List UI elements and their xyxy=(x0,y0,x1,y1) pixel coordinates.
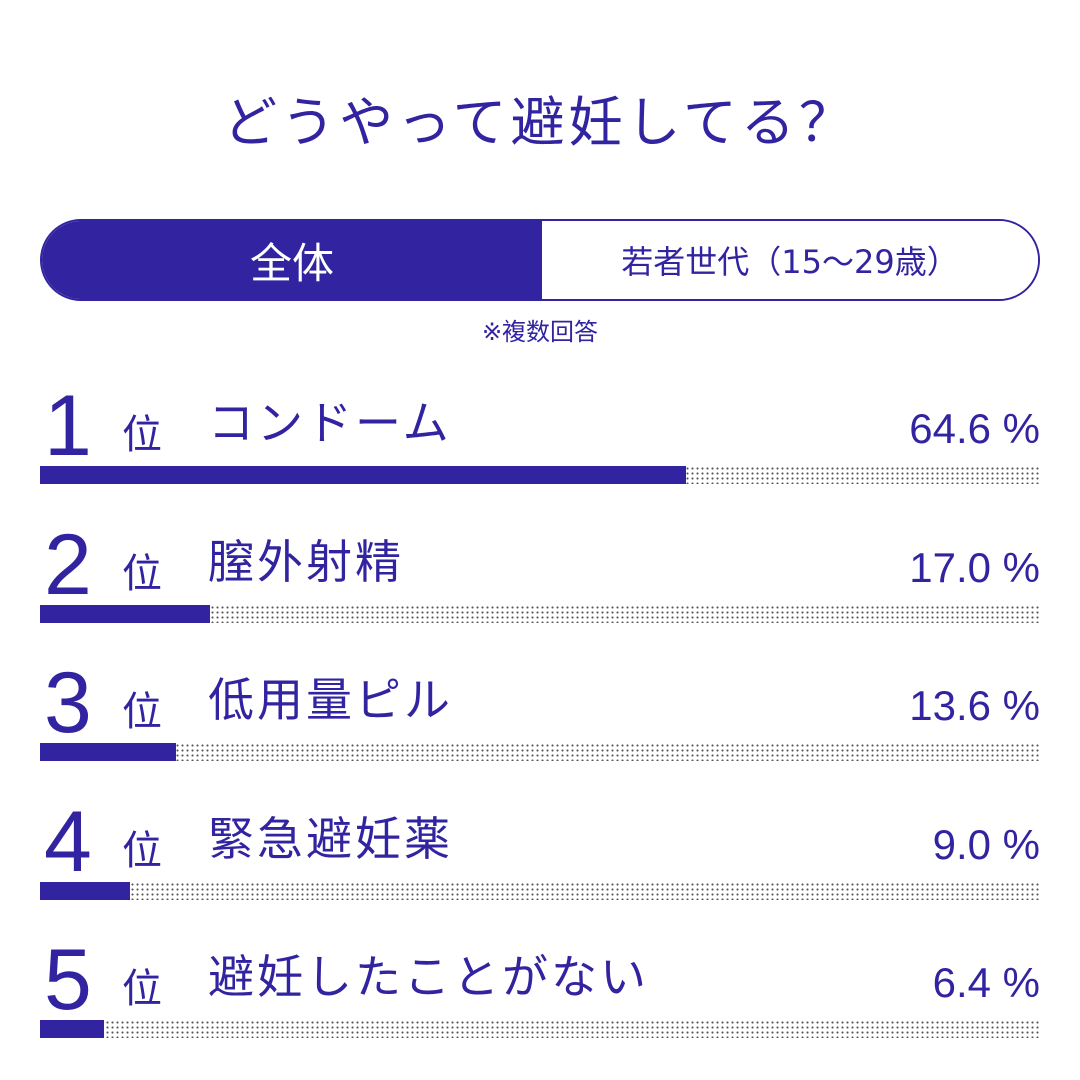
bar-track xyxy=(40,1020,1040,1038)
category-label: コンドーム xyxy=(208,396,452,450)
bar xyxy=(40,743,176,761)
rank-number: 2 xyxy=(44,517,92,613)
rank-number: 3 xyxy=(44,655,92,751)
category-label: 低用量ピル xyxy=(208,673,453,727)
rank-row: 4 位緊急避妊薬 9.0 % xyxy=(40,799,1040,919)
category-label: 避妊したことがない xyxy=(208,950,649,1004)
segment-toggle[interactable]: 全体 若者世代（15〜29歳） xyxy=(40,219,1040,301)
category-label: 緊急避妊薬 xyxy=(208,812,453,866)
rank-row: 5 位避妊したことがない 6.4 % xyxy=(40,937,1040,1057)
percentage-value: 17.0 % xyxy=(909,544,1040,591)
rank-number: 1 xyxy=(44,378,92,474)
percentage-value: 64.6 % xyxy=(909,405,1040,452)
percentage-value: 13.6 % xyxy=(909,682,1040,729)
bar xyxy=(40,1020,104,1038)
rank-suffix: 位 xyxy=(122,828,162,874)
bar-track xyxy=(40,466,1040,484)
bar xyxy=(40,882,130,900)
bar-track xyxy=(40,882,1040,900)
bar-track xyxy=(40,743,1040,761)
tab-overall[interactable]: 全体 xyxy=(42,221,542,299)
category-label: 膣外射精 xyxy=(208,535,404,589)
bar xyxy=(40,605,210,623)
multiple-answer-note: ※複数回答 xyxy=(481,318,599,346)
bar xyxy=(40,466,686,484)
rank-row: 3 位低用量ピル 13.6 % xyxy=(40,660,1040,780)
rank-row: 2 位膣外射精 17.0 % xyxy=(40,522,1040,642)
rank-row: 1 位コンドーム 64.6 % xyxy=(40,383,1040,503)
tab-young-generation[interactable]: 若者世代（15〜29歳） xyxy=(542,221,1038,299)
percentage-value: 6.4 % xyxy=(932,959,1040,1006)
rank-suffix: 位 xyxy=(122,412,162,458)
rank-suffix: 位 xyxy=(122,966,162,1012)
bar-track xyxy=(40,605,1040,623)
rank-suffix: 位 xyxy=(122,551,162,597)
rank-number: 5 xyxy=(44,932,92,1028)
chart-title: どうやって避妊してる？ xyxy=(223,91,857,154)
rank-suffix: 位 xyxy=(122,689,162,735)
rank-number: 4 xyxy=(44,794,92,890)
percentage-value: 9.0 % xyxy=(932,821,1040,868)
